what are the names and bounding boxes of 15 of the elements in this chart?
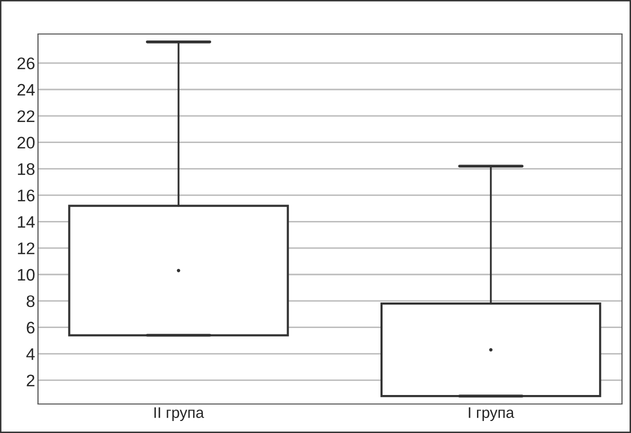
y-tick-label: 12 bbox=[18, 242, 34, 254]
y-tick-label: 2 bbox=[26, 374, 34, 386]
y-tick-label: 8 bbox=[26, 295, 34, 308]
y-tick-label: 4 bbox=[26, 348, 35, 360]
y-tick-label: 26 bbox=[18, 57, 34, 70]
x-tick-label: II група bbox=[154, 407, 204, 422]
y-tick-label: 6 bbox=[26, 322, 34, 334]
y-tick-label: 18 bbox=[18, 163, 34, 175]
y-tick-label: 10 bbox=[18, 268, 35, 281]
y-tick-label: 24 bbox=[18, 84, 35, 96]
y-tick-label: 20 bbox=[18, 136, 35, 149]
y-tick-label: 16 bbox=[18, 190, 34, 202]
y-tick-label: 22 bbox=[18, 110, 34, 122]
y-tick-label: 14 bbox=[18, 216, 35, 228]
x-tick-label: I група bbox=[468, 407, 514, 422]
